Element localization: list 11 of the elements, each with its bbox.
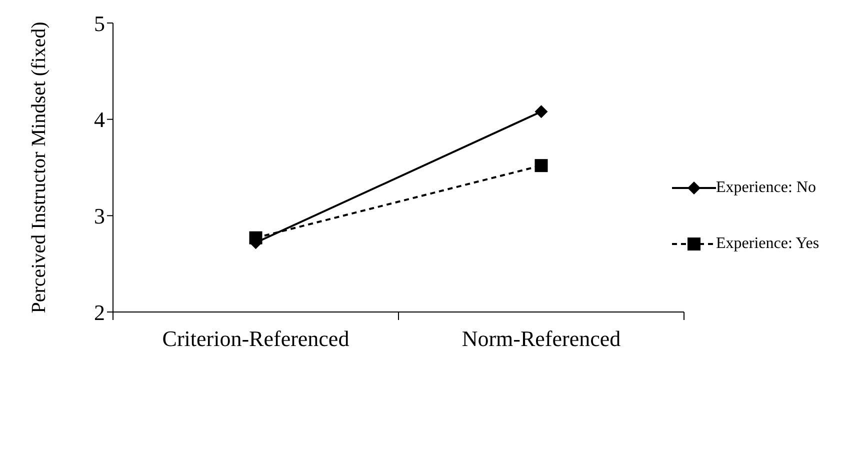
y-tick-label: 2 [94, 300, 105, 325]
legend-label: Experience: No [716, 179, 816, 197]
x-tick-label: Criterion-Referenced [162, 326, 350, 351]
legend-label: Experience: Yes [716, 235, 820, 253]
y-tick-label: 5 [94, 10, 105, 36]
point [534, 105, 548, 118]
y-axis-title: Perceived Instructor Mindset (fixed) [28, 22, 50, 314]
point [534, 159, 548, 172]
y-tick-label: 4 [94, 107, 105, 132]
x-tick-label: Norm-Referenced [462, 326, 621, 351]
y-tick-label: 3 [94, 203, 105, 228]
